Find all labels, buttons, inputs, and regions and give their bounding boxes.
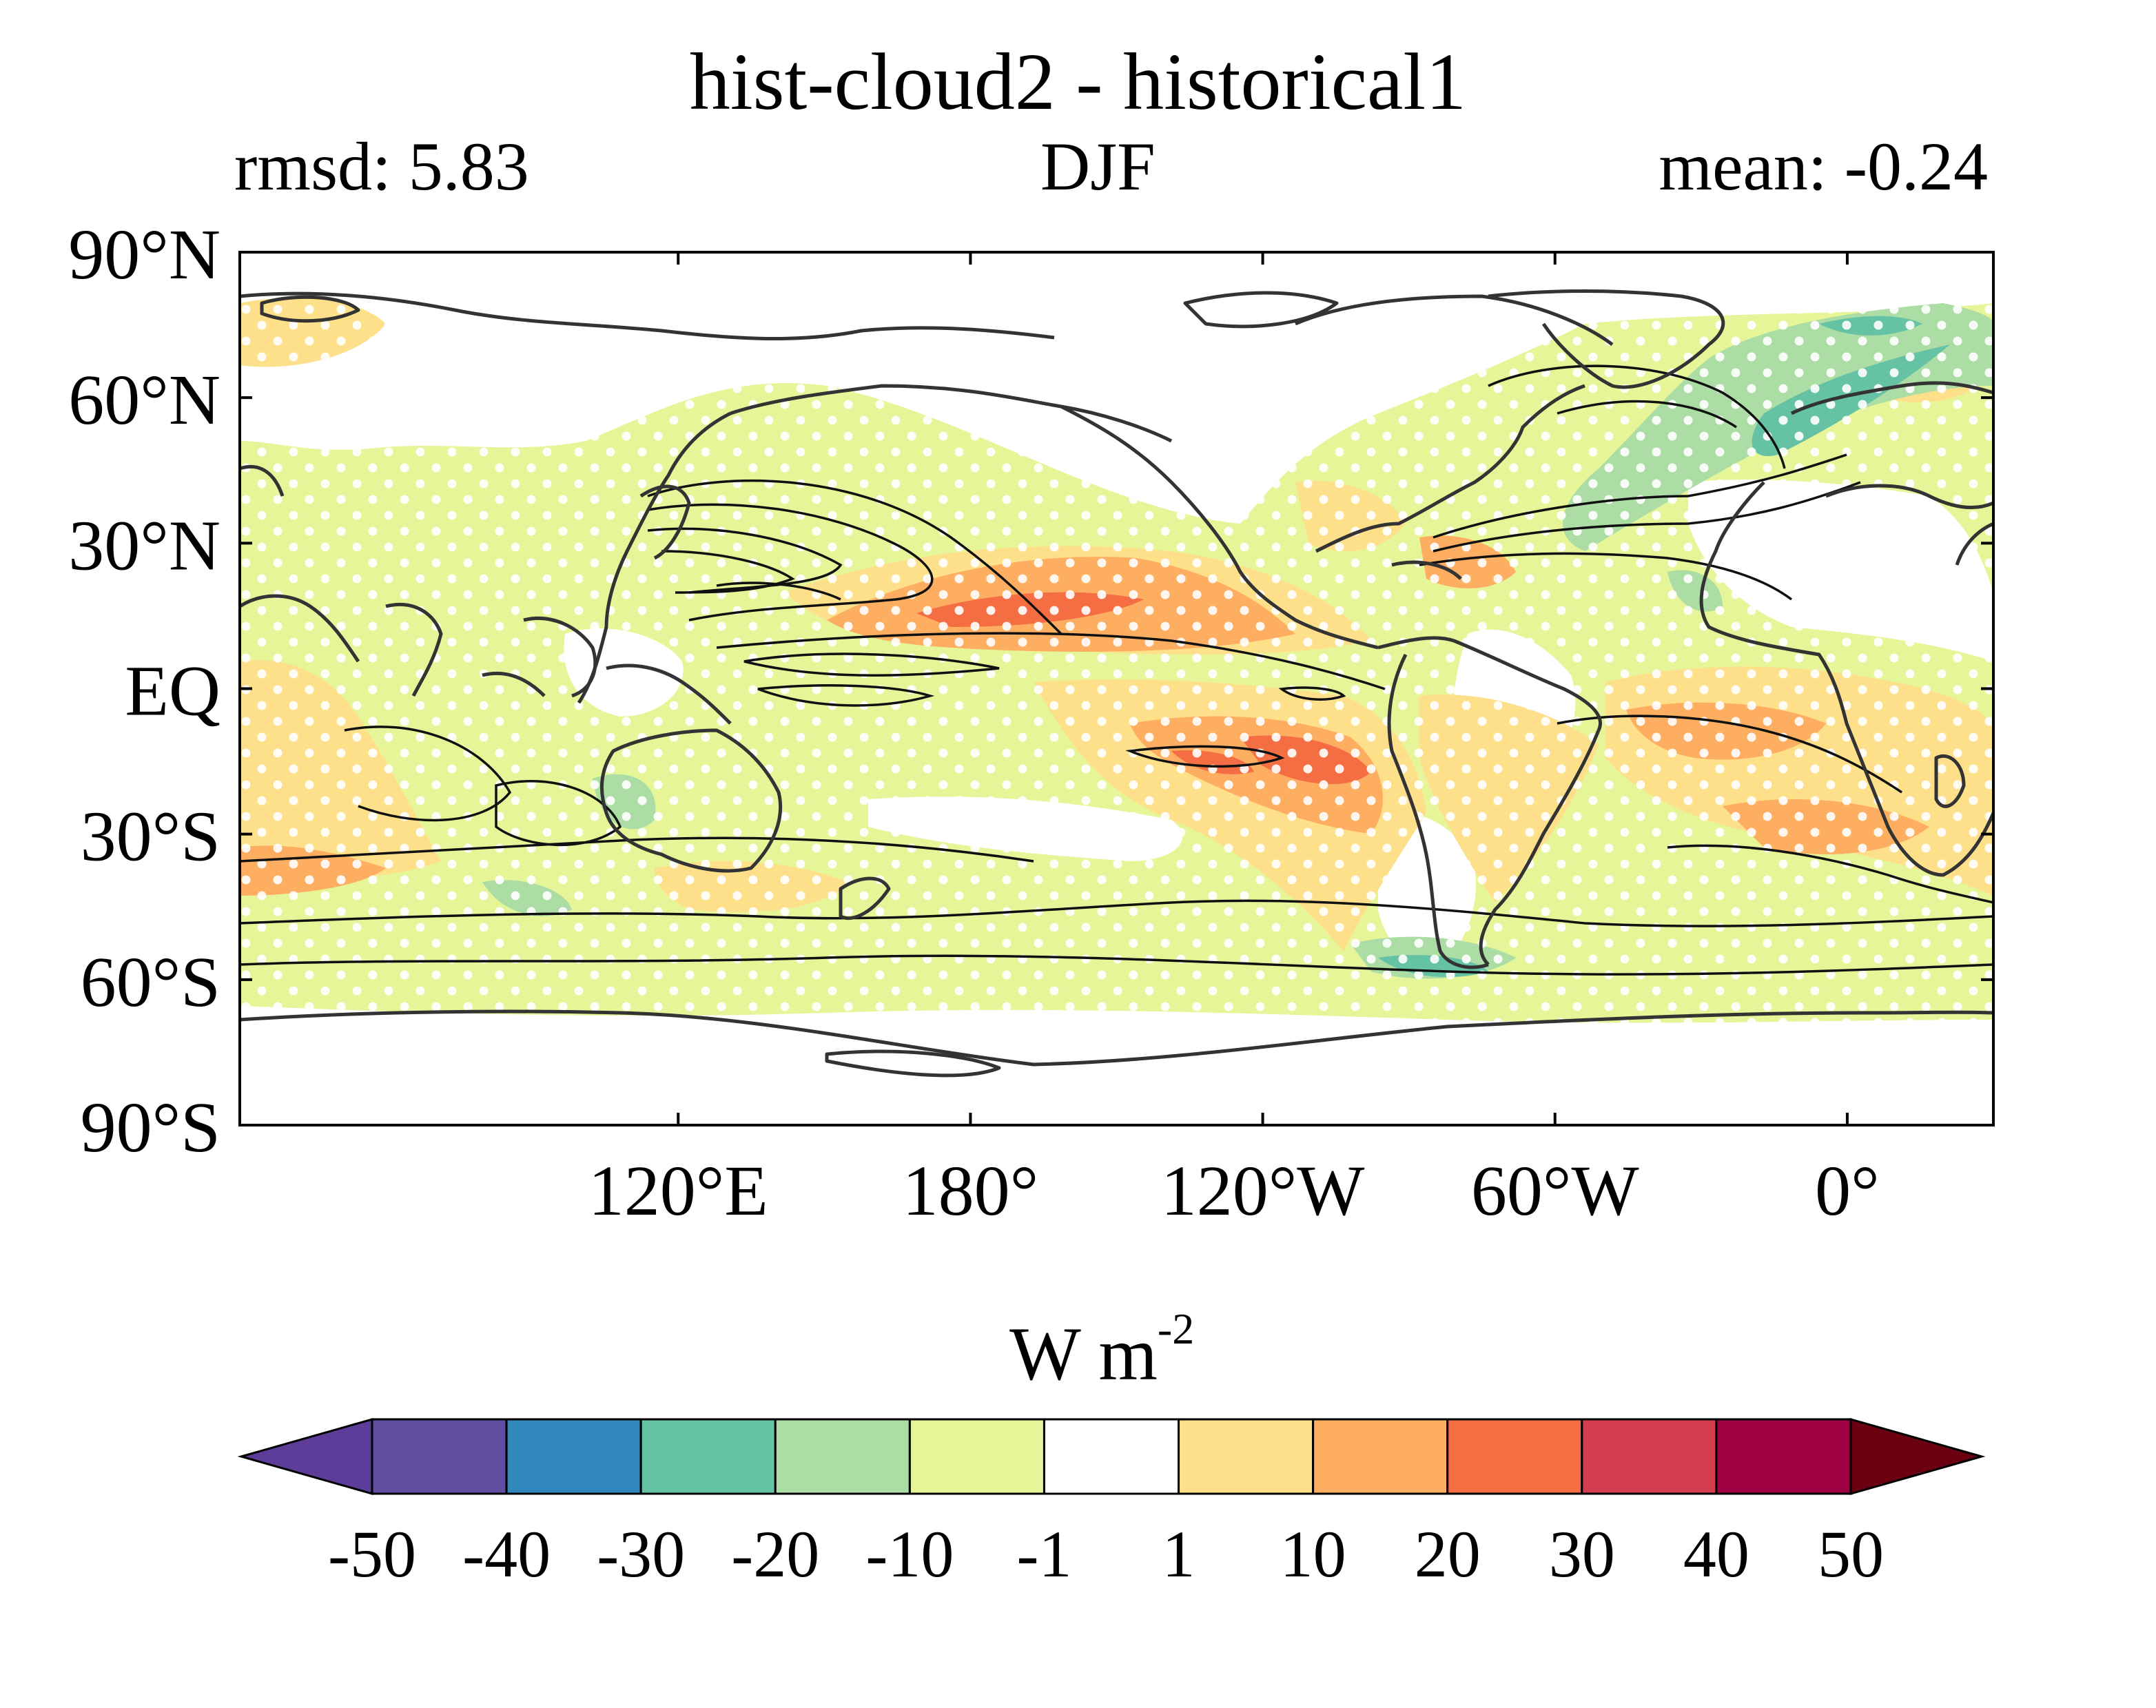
coastlines [240, 289, 1993, 1078]
colorbar-level-label: 10 [1280, 1517, 1346, 1591]
lat-tick-label: 30°N [68, 506, 220, 585]
colorbar-extend-high [1849, 1418, 1986, 1495]
lon-tick-label: 180° [903, 1151, 1039, 1231]
plot-title: hist-cloud2 - historical1 [689, 37, 1467, 127]
colorbar-level-label: -30 [597, 1517, 685, 1591]
colorbar-box [639, 1418, 777, 1495]
map-field [240, 252, 1993, 1125]
lat-tick-label: 60°S [81, 943, 220, 1022]
colorbar-box [1715, 1418, 1852, 1495]
lon-tick-label: 60°W [1471, 1151, 1639, 1231]
lon-tick-label: 120°W [1161, 1151, 1365, 1231]
lat-tick-label: 30°S [81, 797, 220, 876]
line-contours [240, 364, 1993, 976]
colorbar-level-label: 1 [1162, 1517, 1195, 1591]
lon-tick-label: 120°E [588, 1151, 768, 1231]
colorbar-box [1312, 1418, 1449, 1495]
colorbar-box [1581, 1418, 1718, 1495]
lat-tick-label: EQ [125, 652, 220, 731]
colorbar-box [1043, 1418, 1180, 1495]
colorbar-box [774, 1418, 911, 1495]
lat-tick-label: 90°S [81, 1088, 220, 1167]
colorbar-box [1446, 1418, 1583, 1495]
lat-tick-label: 60°N [68, 360, 220, 440]
units-base: W m [1009, 1312, 1158, 1396]
lon-axis: 120°E 180° 120°W 60°W 0° [588, 252, 1880, 1231]
colorbar-level-label: -1 [1016, 1517, 1071, 1591]
lat-tick-label: 90°N [68, 215, 220, 294]
colorbar-level-label: -50 [328, 1517, 416, 1591]
colorbar-level-label: 40 [1683, 1517, 1749, 1591]
colorbar-level-label: -10 [865, 1517, 954, 1591]
colorbar-box [371, 1418, 508, 1495]
colorbar-box [505, 1418, 642, 1495]
colorbar-level-label: 30 [1549, 1517, 1615, 1591]
colorbar-units: W m-2 [1009, 1307, 1194, 1392]
colorbar-box [1178, 1418, 1315, 1495]
units-exponent: -2 [1157, 1304, 1195, 1353]
lat-axis: 90°N 60°N 30°N EQ 30°S 60°S 90°S [68, 215, 1993, 1167]
colorbar-level-label: 20 [1415, 1517, 1481, 1591]
rmsd-stat: rmsd: 5.83 [234, 128, 529, 205]
colorbar-box [908, 1418, 1045, 1495]
mean-stat: mean: -0.24 [1659, 128, 1988, 205]
colorbar-level-label: -40 [462, 1517, 551, 1591]
season-label: DJF [1040, 128, 1156, 205]
lon-tick-label: 0° [1815, 1151, 1880, 1231]
colorbar-extend-low [237, 1418, 373, 1495]
colorbar-level-label: 50 [1818, 1517, 1884, 1591]
colorbar-level-label: -20 [731, 1517, 819, 1591]
